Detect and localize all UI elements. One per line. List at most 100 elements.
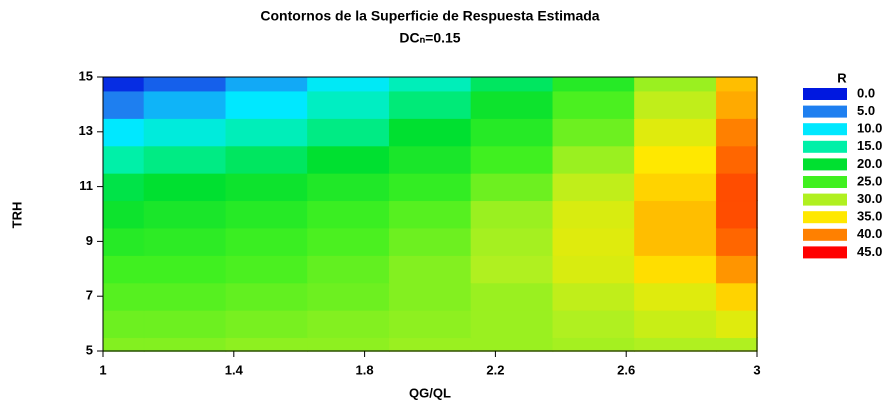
- surface-cell: [715, 172, 758, 202]
- surface-cell: [102, 117, 145, 147]
- surface-cell: [143, 337, 227, 352]
- y-tick-label: 11: [79, 178, 93, 193]
- legend-swatch: [803, 246, 847, 259]
- surface-cell: [225, 172, 309, 202]
- surface-cell: [715, 76, 758, 92]
- plot-frame: [102, 76, 758, 352]
- surface-cell: [307, 227, 390, 256]
- x-tick-label: 2.6: [617, 362, 635, 377]
- surface-cell: [102, 200, 145, 229]
- surface-cell: [225, 309, 309, 339]
- surface-cell: [143, 254, 227, 284]
- legend-label: 30.0: [857, 191, 882, 206]
- surface-cell: [102, 254, 145, 284]
- surface-cell: [470, 227, 554, 256]
- surface-cell: [715, 200, 758, 229]
- surface-cell: [470, 309, 554, 339]
- chart-subtitle: DCₙ=0.15: [399, 30, 460, 46]
- surface-cell: [634, 117, 717, 147]
- legend-label: 25.0: [857, 173, 882, 188]
- surface-cell: [143, 227, 227, 256]
- surface-cell: [307, 309, 390, 339]
- surface-cell: [552, 337, 636, 352]
- surface-cell: [225, 76, 309, 92]
- surface-cell: [552, 117, 636, 147]
- surface-cell: [225, 90, 309, 119]
- legend-label: 10.0: [857, 121, 882, 136]
- surface-cell: [102, 309, 145, 339]
- surface-cell: [225, 145, 309, 174]
- y-tick-label: 15: [79, 68, 93, 83]
- x-tick-label: 3: [753, 362, 760, 377]
- surface-cell: [388, 90, 472, 119]
- surface-cell: [102, 337, 145, 352]
- x-tick-label: 1.4: [225, 362, 244, 377]
- surface-cell: [388, 282, 472, 311]
- surface-cell: [470, 200, 554, 229]
- surface-cell: [470, 172, 554, 202]
- surface-cell: [307, 337, 390, 352]
- y-axis-label: TRH: [9, 202, 24, 229]
- surface-cell: [634, 337, 717, 352]
- surface-cell: [143, 282, 227, 311]
- x-tick-label: 2.2: [486, 362, 504, 377]
- surface-cell: [307, 145, 390, 174]
- surface-cell: [307, 90, 390, 119]
- surface-cell: [388, 227, 472, 256]
- surface-cell: [634, 254, 717, 284]
- legend-swatch: [803, 105, 847, 118]
- x-tick-label: 1: [99, 362, 106, 377]
- surface-cell: [715, 337, 758, 352]
- surface-cell: [470, 76, 554, 92]
- chart-title: Contornos de la Superficie de Respuesta …: [260, 8, 599, 24]
- legend-swatch: [803, 88, 847, 100]
- surface-cell: [143, 200, 227, 229]
- surface-cell: [388, 337, 472, 352]
- legend-swatch: [803, 193, 847, 206]
- legend-label: 35.0: [857, 209, 882, 224]
- surface-cell: [552, 254, 636, 284]
- legend-label: 20.0: [857, 156, 882, 171]
- surface-cell: [225, 200, 309, 229]
- legend-swatch: [803, 158, 847, 171]
- legend-swatch: [803, 228, 847, 241]
- surface-cell: [552, 200, 636, 229]
- surface-cell: [715, 117, 758, 147]
- surface-cell: [634, 145, 717, 174]
- surface-cell: [388, 200, 472, 229]
- x-axis-label: QG/QL: [409, 385, 451, 400]
- surface-cell: [470, 337, 554, 352]
- legend-label: 5.0: [857, 103, 875, 118]
- surface-cell: [143, 309, 227, 339]
- surface-cell: [102, 90, 145, 119]
- surface-cell: [388, 309, 472, 339]
- surface-cell: [634, 309, 717, 339]
- surface-cell: [102, 282, 145, 311]
- surface-cell: [225, 337, 309, 352]
- legend-label: 0.0: [857, 85, 875, 100]
- surface-cell: [102, 227, 145, 256]
- surface-cell: [470, 90, 554, 119]
- y-tick-label: 13: [79, 123, 93, 138]
- y-tick-label: 5: [86, 342, 93, 357]
- surface-cell: [552, 172, 636, 202]
- x-tick-label: 1.8: [356, 362, 374, 377]
- surface-cell: [102, 76, 145, 92]
- surface-cell: [225, 254, 309, 284]
- surface-cell: [470, 145, 554, 174]
- surface-cell: [388, 145, 472, 174]
- legend-label: 40.0: [857, 226, 882, 241]
- surface-cell: [307, 172, 390, 202]
- surface-cell: [715, 145, 758, 174]
- surface-cell: [715, 309, 758, 339]
- surface-cell: [470, 254, 554, 284]
- surface-cell: [552, 309, 636, 339]
- legend-title: R: [837, 70, 847, 85]
- legend-swatch: [803, 176, 847, 188]
- surface-cell: [552, 90, 636, 119]
- y-tick-label: 9: [86, 233, 93, 248]
- surface-cell: [143, 117, 227, 147]
- surface-cell: [388, 76, 472, 92]
- surface-cell: [307, 254, 390, 284]
